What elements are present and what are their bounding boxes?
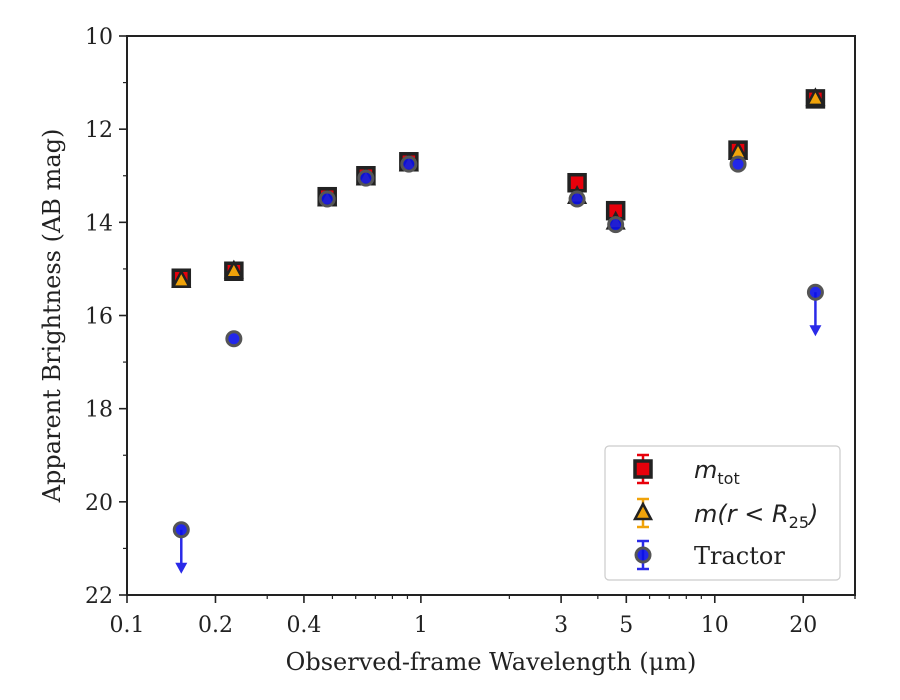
legend-label: Tractor xyxy=(694,542,785,570)
x-tick-label: 5 xyxy=(619,613,633,638)
data-point xyxy=(172,521,190,539)
y-axis-label: Apparent Brightness (AB mag) xyxy=(38,129,66,504)
data-point xyxy=(568,190,586,208)
data-point xyxy=(607,216,625,234)
y-tick-label: 18 xyxy=(85,398,113,423)
axes-layer: 10 12 14 16 18 20 22 0.1 0.2 0.4 1 3 5 10 20 Observed-f… xyxy=(38,25,856,676)
x-tick-label: 3 xyxy=(554,613,568,638)
data-point xyxy=(223,259,244,279)
x-tick-label: 20 xyxy=(789,613,817,638)
legend-label: m(r < R25) xyxy=(694,500,818,532)
plot-layer xyxy=(171,87,826,574)
data-point xyxy=(806,283,824,301)
series-square xyxy=(171,89,826,288)
legend-marker xyxy=(634,546,652,564)
data-point xyxy=(225,330,243,348)
series-circle xyxy=(172,155,824,574)
data-point xyxy=(729,155,747,173)
legend: mtot m(r < R25) Tractor xyxy=(604,445,841,581)
data-point xyxy=(805,87,826,107)
x-tick-label: 1 xyxy=(414,613,428,638)
upper-limit-arrow-head xyxy=(175,562,188,574)
x-tick-label: 10 xyxy=(701,613,729,638)
data-point xyxy=(357,169,375,187)
y-tick-label: 12 xyxy=(85,118,113,143)
legend-marker xyxy=(632,501,654,521)
x-tick-label: 0.1 xyxy=(110,613,145,638)
y-tick-label: 22 xyxy=(85,584,113,609)
series-triangle xyxy=(171,87,826,288)
y-tick-label: 10 xyxy=(85,25,113,50)
legend-label: mtot xyxy=(694,456,740,488)
x-tick-label: 0.4 xyxy=(286,613,321,638)
data-point xyxy=(171,268,192,288)
legend-box xyxy=(604,445,841,581)
data-point xyxy=(318,190,336,208)
y-tick-label: 16 xyxy=(85,305,113,330)
x-tick-label: 0.2 xyxy=(198,613,233,638)
data-point xyxy=(400,155,418,173)
y-tick-label: 14 xyxy=(85,211,113,236)
x-axis-label: Observed-frame Wavelength (μm) xyxy=(286,648,697,676)
upper-limit-arrow-head xyxy=(809,325,822,337)
y-tick-label: 20 xyxy=(85,491,113,516)
legend-marker xyxy=(633,459,653,479)
